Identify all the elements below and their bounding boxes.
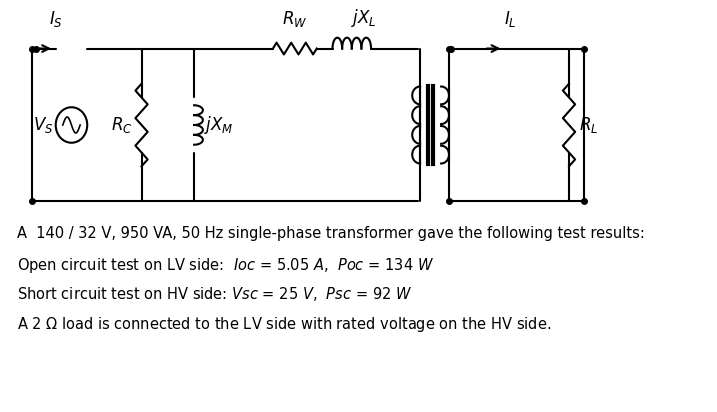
Text: Short circuit test on HV side: $\mathit{Vsc}$ = 25 $\mathit{V}$,  $\mathit{Psc}$: Short circuit test on HV side: $\mathit{… <box>17 286 412 303</box>
Text: A  140 / 32 V, 950 VA, 50 Hz single-phase transformer gave the following test re: A 140 / 32 V, 950 VA, 50 Hz single-phase… <box>17 226 645 241</box>
Text: A 2 $\Omega$ load is connected to the LV side with rated voltage on the HV side.: A 2 $\Omega$ load is connected to the LV… <box>17 315 551 334</box>
Text: $jX_L$: $jX_L$ <box>351 7 377 29</box>
Text: $R_C$: $R_C$ <box>111 115 133 135</box>
Text: $R_W$: $R_W$ <box>282 9 308 29</box>
Text: $I_S$: $I_S$ <box>49 9 62 29</box>
Text: $V_S$: $V_S$ <box>33 115 54 135</box>
Text: $I_L$: $I_L$ <box>504 9 517 29</box>
Text: $jX_M$: $jX_M$ <box>204 114 234 136</box>
Text: $R_L$: $R_L$ <box>579 115 598 135</box>
Text: Open circuit test on LV side:  $\mathit{Ioc}$ = 5.05 $\mathit{A}$,  $\mathit{Poc: Open circuit test on LV side: $\mathit{I… <box>17 256 435 275</box>
